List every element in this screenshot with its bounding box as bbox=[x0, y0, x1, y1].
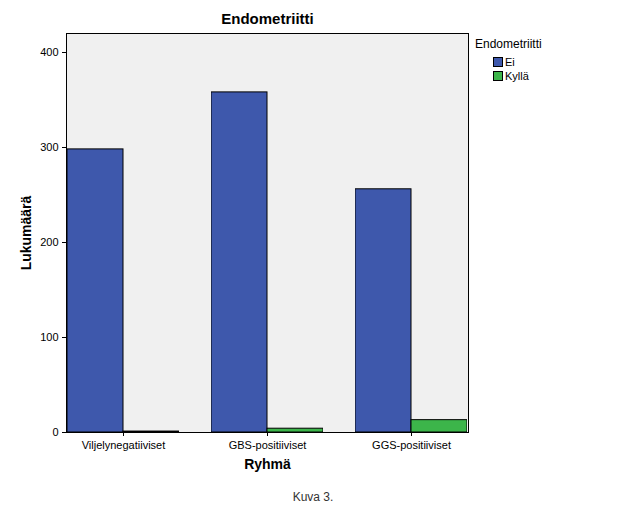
html-text:Endometriitti: Endometriitti bbox=[221, 10, 314, 27]
html-text:Endometriitti: Endometriitti bbox=[475, 37, 542, 51]
svg-text:GGS-positiiviset: GGS-positiiviset bbox=[372, 439, 451, 451]
svg-text:Lukumäärä: Lukumäärä bbox=[18, 195, 34, 270]
svg-text:100: 100 bbox=[40, 331, 58, 343]
svg-text:Ryhmä: Ryhmä bbox=[244, 456, 291, 472]
svg-text:GBS-positiiviset: GBS-positiiviset bbox=[229, 439, 307, 451]
html-text:Ei: Ei bbox=[505, 56, 515, 68]
svg-text:Viljelynegatiiviset: Viljelynegatiiviset bbox=[82, 439, 166, 451]
html-text:Kuva 3.: Kuva 3. bbox=[292, 490, 334, 504]
html-text:Kyllä: Kyllä bbox=[505, 70, 529, 82]
svg-text:0: 0 bbox=[52, 426, 58, 438]
svg-text:400: 400 bbox=[40, 46, 58, 58]
svg-text:300: 300 bbox=[40, 141, 58, 153]
svg-text:200: 200 bbox=[40, 236, 58, 248]
